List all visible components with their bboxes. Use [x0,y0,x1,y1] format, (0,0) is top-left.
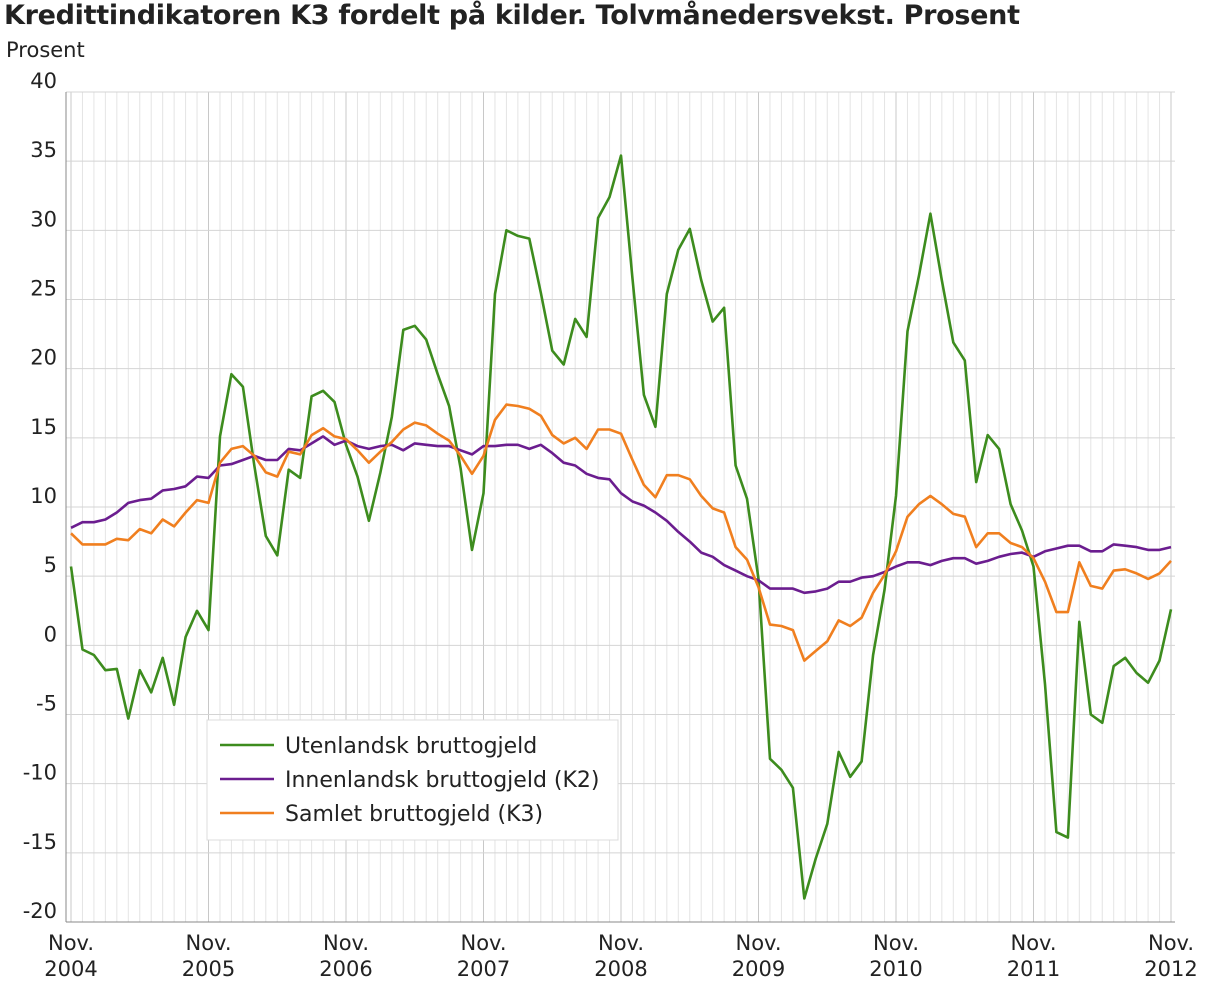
y-tick-label: 20 [30,346,57,370]
x-tick-label-year: 2011 [1007,957,1060,981]
y-tick-label: 35 [30,138,57,162]
x-tick-label-month: Nov. [1148,931,1194,955]
x-tick-label-month: Nov. [323,931,369,955]
y-tick-label: -10 [23,761,57,785]
series-line-1 [69,154,1173,900]
y-tick-label: 40 [30,69,57,93]
y-axis-label: Prosent [6,38,85,62]
y-tick-label: -5 [36,692,57,716]
x-tick-label-year: 2006 [319,957,372,981]
y-tick-label: 0 [44,622,57,646]
x-tick-label-month: Nov. [1010,931,1056,955]
legend-label-3: Samlet bruttogjeld (K3) [285,802,543,827]
legend-box [206,719,619,841]
x-tick-label-month: Nov. [460,931,506,955]
legend-label-2: Innenlandsk bruttogjeld (K2) [285,768,600,793]
x-tick-label-year: 2007 [457,957,510,981]
y-tick-label: 5 [44,553,57,577]
x-tick-label-year: 2008 [594,957,647,981]
series-line-3 [70,403,1172,662]
x-tick-label-year: 2012 [1144,957,1197,981]
x-tick-label-month: Nov. [873,931,919,955]
y-tick-label: 30 [30,207,57,231]
y-tick-label: 25 [30,277,57,301]
chart-title: Kredittindikatoren K3 fordelt på kilder.… [4,0,1020,31]
x-tick-label-year: 2005 [182,957,235,981]
y-tick-label: -15 [23,830,57,854]
x-tick-label-month: Nov. [185,931,231,955]
x-tick-label-year: 2009 [732,957,785,981]
y-tick-label: -20 [23,899,57,923]
x-tick-label-month: Nov. [735,931,781,955]
legend-label-1: Utenlandsk bruttogjeld [285,734,537,759]
x-tick-label-month: Nov. [48,931,94,955]
x-tick-label-year: 2010 [869,957,922,981]
y-tick-label: 15 [30,415,57,439]
x-tick-label-month: Nov. [598,931,644,955]
x-tick-label-year: 2004 [44,957,97,981]
y-tick-label: 10 [30,484,57,508]
